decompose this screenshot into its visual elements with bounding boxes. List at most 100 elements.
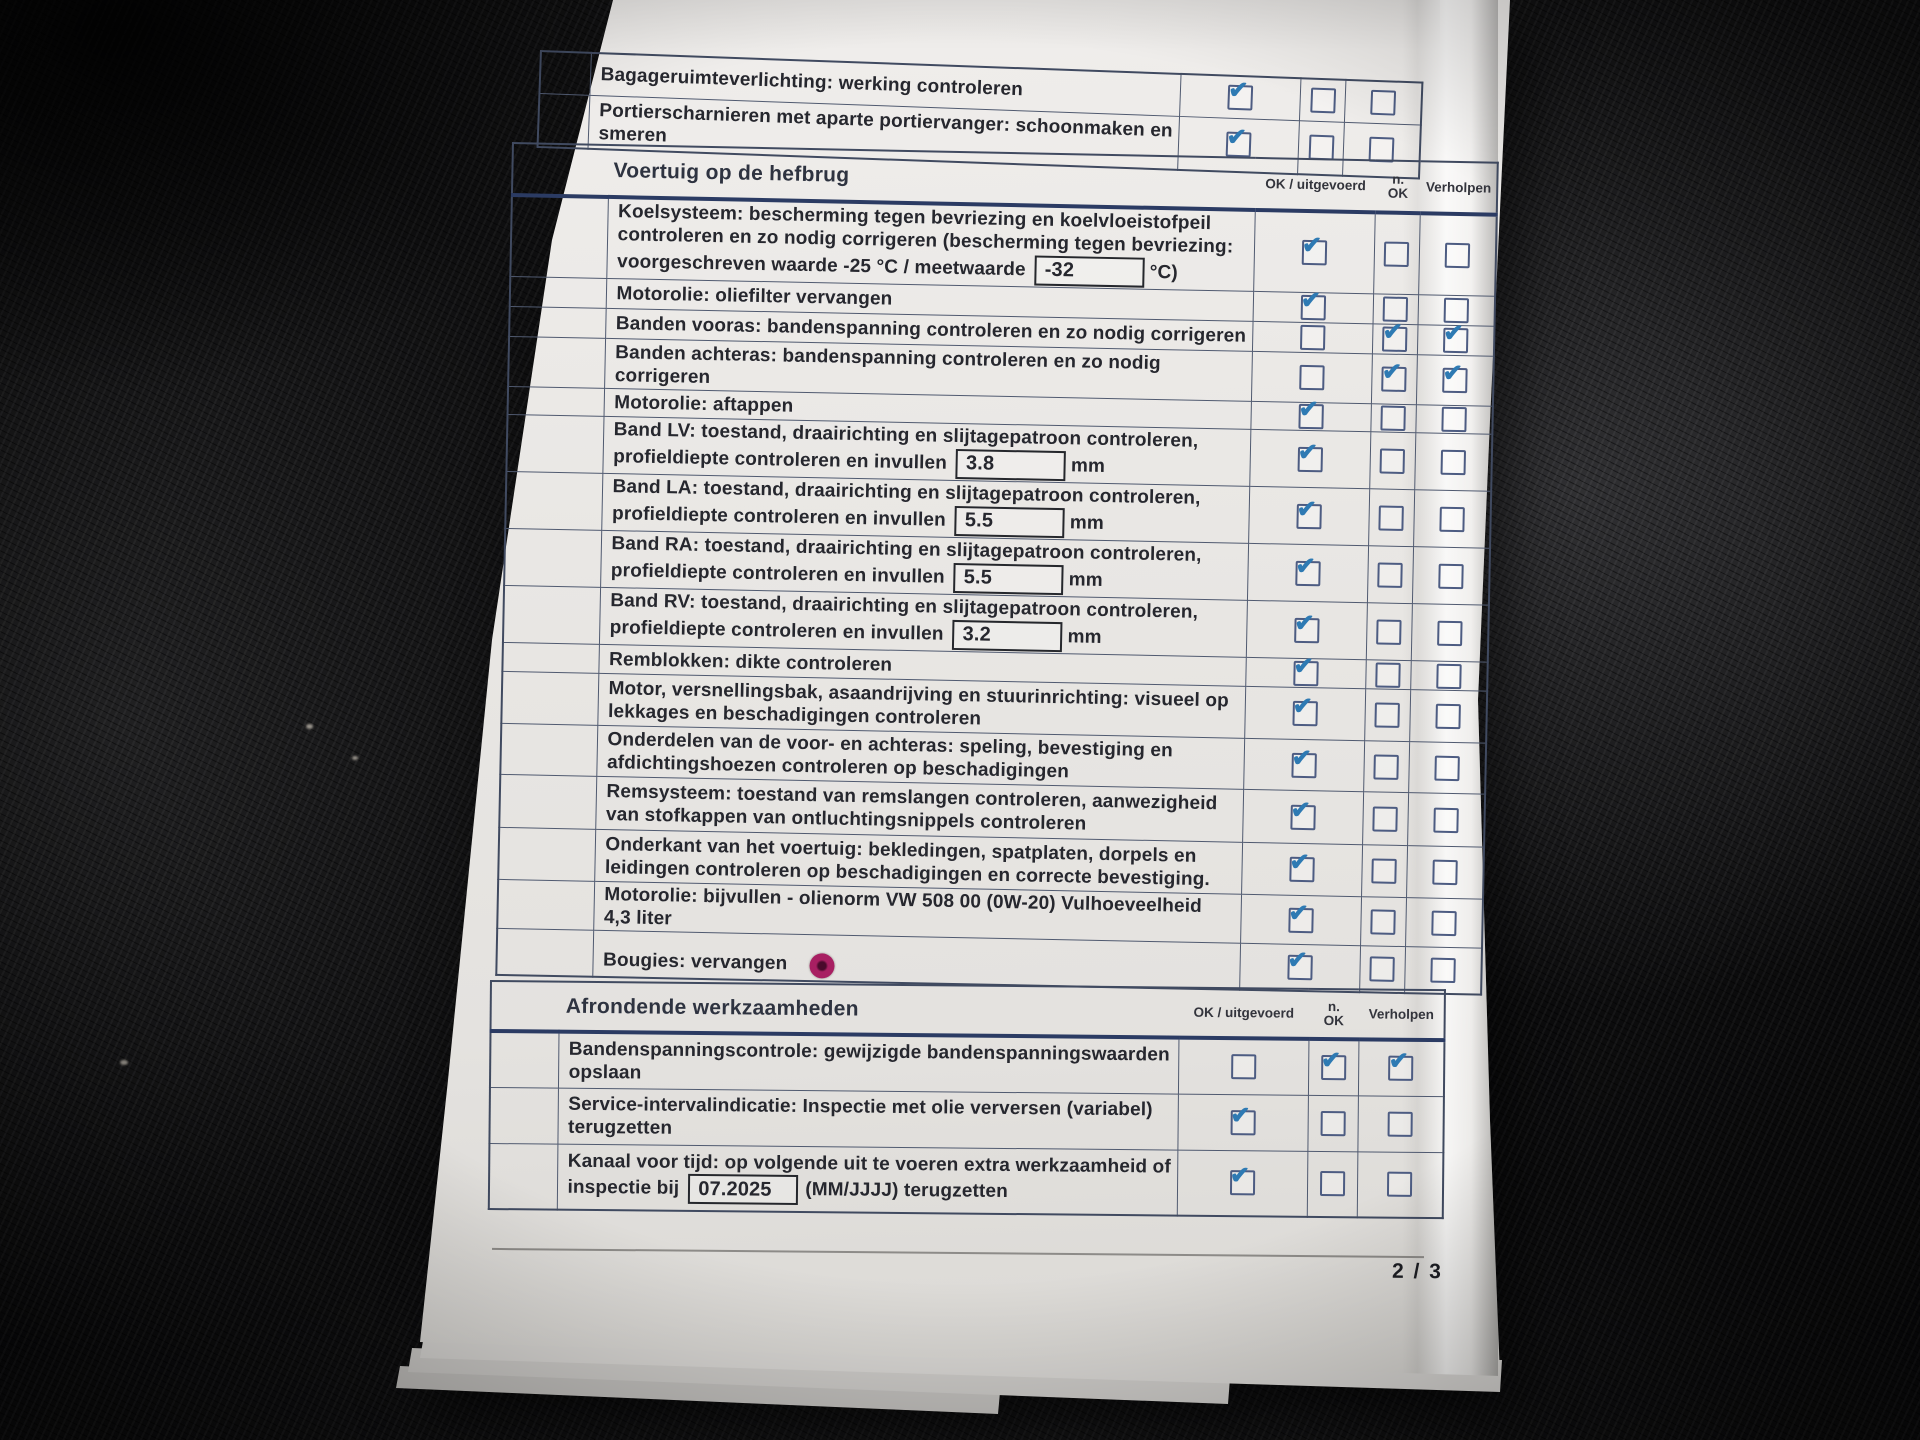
checkbox-verholpen — [1387, 1111, 1414, 1137]
checkbox-ok: ✔ — [1290, 796, 1316, 830]
column-header-nok: n. OK — [1308, 988, 1360, 1040]
checkbox-ok: ✔ — [1230, 1102, 1256, 1135]
section-title: Afrondende werkzaamheden — [490, 981, 1180, 1038]
row-gutter — [496, 928, 594, 977]
checkbox-ok: ✔ — [1295, 552, 1321, 586]
measured-value-box: -32 — [1034, 255, 1146, 288]
checkbox-verholpen — [1441, 406, 1467, 433]
row-gutter — [510, 195, 608, 279]
checkbox-nok: ✔ — [1320, 1047, 1346, 1081]
checkbox-nok — [1380, 405, 1407, 431]
checkbox-ok: ✔ — [1225, 124, 1252, 158]
page-number: 2 / 3 — [1391, 1259, 1443, 1284]
column-header-verholpen: Verholpen — [1358, 989, 1446, 1041]
row-gutter — [539, 51, 591, 95]
row-task: Kanaal voor tijd: op volgende uit te voe… — [556, 1143, 1178, 1216]
row-gutter — [507, 386, 605, 417]
column-header-verholpen: Verholpen — [1420, 161, 1499, 215]
checkbox-verholpen — [1437, 620, 1463, 646]
checkbox-nok — [1310, 87, 1336, 114]
checkbox-ok — [1299, 324, 1326, 351]
task-text: profieldiepte controleren en invullen — [613, 445, 948, 474]
checkbox-verholpen — [1434, 755, 1460, 781]
checkbox-verholpen — [1430, 957, 1456, 983]
checkbox-ok: ✔ — [1298, 396, 1324, 430]
tread-depth-box: 3.2 — [952, 619, 1063, 652]
checkbox-nok — [1319, 1171, 1345, 1197]
checkbox-ok: ✔ — [1227, 76, 1254, 111]
checkbox-ok: ✔ — [1293, 652, 1319, 686]
checkbox-verholpen — [1387, 1171, 1413, 1198]
task-text: mm — [1068, 568, 1104, 591]
checkbox-ok — [1230, 1054, 1256, 1080]
checkbox-verholpen — [1444, 242, 1471, 269]
checkbox-verholpen — [1439, 506, 1465, 532]
row-task: Bandenspanningscontrole: gewijzigde band… — [557, 1031, 1179, 1094]
row-gutter — [509, 306, 606, 339]
tread-depth-box: 5.5 — [954, 505, 1066, 538]
checkbox-ok: ✔ — [1289, 849, 1315, 883]
table-header-row: Afrondende werkzaamheden OK / uitgevoerd… — [490, 981, 1446, 1041]
checkbox-nok — [1379, 447, 1406, 474]
checkbox-ok: ✔ — [1292, 693, 1318, 727]
row-gutter — [499, 774, 597, 830]
task-text: mm — [1070, 454, 1106, 477]
tread-depth-box: 5.5 — [953, 562, 1065, 595]
checkbox-nok — [1371, 858, 1398, 884]
task-text: profieldiepte controleren en invullen — [610, 559, 945, 588]
row-gutter — [509, 276, 607, 309]
checkbox-ok: ✔ — [1287, 946, 1313, 980]
table-row: Kanaal voor tijd: op volgende uit te voe… — [488, 1143, 1444, 1219]
checkbox-ok: ✔ — [1293, 609, 1320, 643]
checkbox-verholpen: ✔ — [1442, 360, 1468, 394]
row-task: Koelsysteem: bescherming tegen bevriezin… — [606, 196, 1256, 292]
checkbox-verholpen — [1438, 563, 1464, 589]
checkbox-nok — [1378, 504, 1405, 531]
column-header-ok: OK / uitgevoerd — [1178, 987, 1310, 1039]
row-gutter — [501, 671, 599, 726]
row-gutter — [502, 642, 599, 674]
checkbox-verholpen — [1431, 910, 1457, 936]
checkbox-ok: ✔ — [1288, 899, 1314, 933]
checkbox-nok — [1308, 134, 1335, 161]
row-task: Service-intervalindicatie: Inspectie met… — [557, 1087, 1179, 1150]
checkbox-nok — [1373, 753, 1400, 780]
checkbox-verholpen — [1436, 663, 1462, 689]
row-gutter — [489, 1087, 558, 1144]
column-header-nok: n. OK — [1375, 160, 1422, 214]
final-tasks-table: Afrondende werkzaamheden OK / uitgevoerd… — [487, 980, 1447, 1220]
main-checklist-table: Voertuig op de hefbrug OK / uitgevoerd n… — [495, 142, 1500, 996]
checkbox-ok — [1299, 364, 1325, 391]
checkbox-ok: ✔ — [1291, 744, 1317, 778]
checkbox-nok: ✔ — [1382, 319, 1408, 353]
table-row: Bandenspanningscontrole: gewijzigde band… — [489, 1031, 1445, 1097]
checkbox-verholpen — [1432, 859, 1458, 886]
row-gutter — [497, 879, 595, 931]
tread-depth-box: 3.8 — [955, 448, 1067, 481]
checkbox-nok — [1376, 618, 1402, 645]
checkbox-ok: ✔ — [1297, 438, 1323, 472]
checkbox-ok: ✔ — [1300, 287, 1326, 321]
row-gutter — [506, 414, 604, 474]
task-text: mm — [1067, 625, 1102, 648]
checkbox-nok — [1374, 702, 1401, 728]
checkbox-nok — [1375, 661, 1402, 688]
lint-speck — [306, 724, 313, 729]
date-value-box: 07.2025 — [688, 1174, 799, 1206]
row-gutter — [500, 723, 598, 777]
row-gutter — [505, 471, 603, 531]
row-gutter — [508, 336, 606, 389]
row-gutter — [498, 827, 596, 882]
task-text: profieldiepte controleren en invullen — [609, 616, 944, 645]
row-gutter — [537, 93, 590, 149]
row-gutter — [488, 1143, 558, 1210]
marker-dot-icon — [809, 952, 835, 979]
task-text: voorgeschreven waarde -25 °C / meetwaard… — [616, 250, 1026, 280]
checkbox-verholpen — [1433, 807, 1459, 833]
checkbox-ok: ✔ — [1301, 232, 1328, 266]
checkbox-verholpen: ✔ — [1388, 1048, 1414, 1082]
checkbox-nok — [1372, 805, 1399, 832]
checkbox-verholpen — [1440, 449, 1467, 475]
